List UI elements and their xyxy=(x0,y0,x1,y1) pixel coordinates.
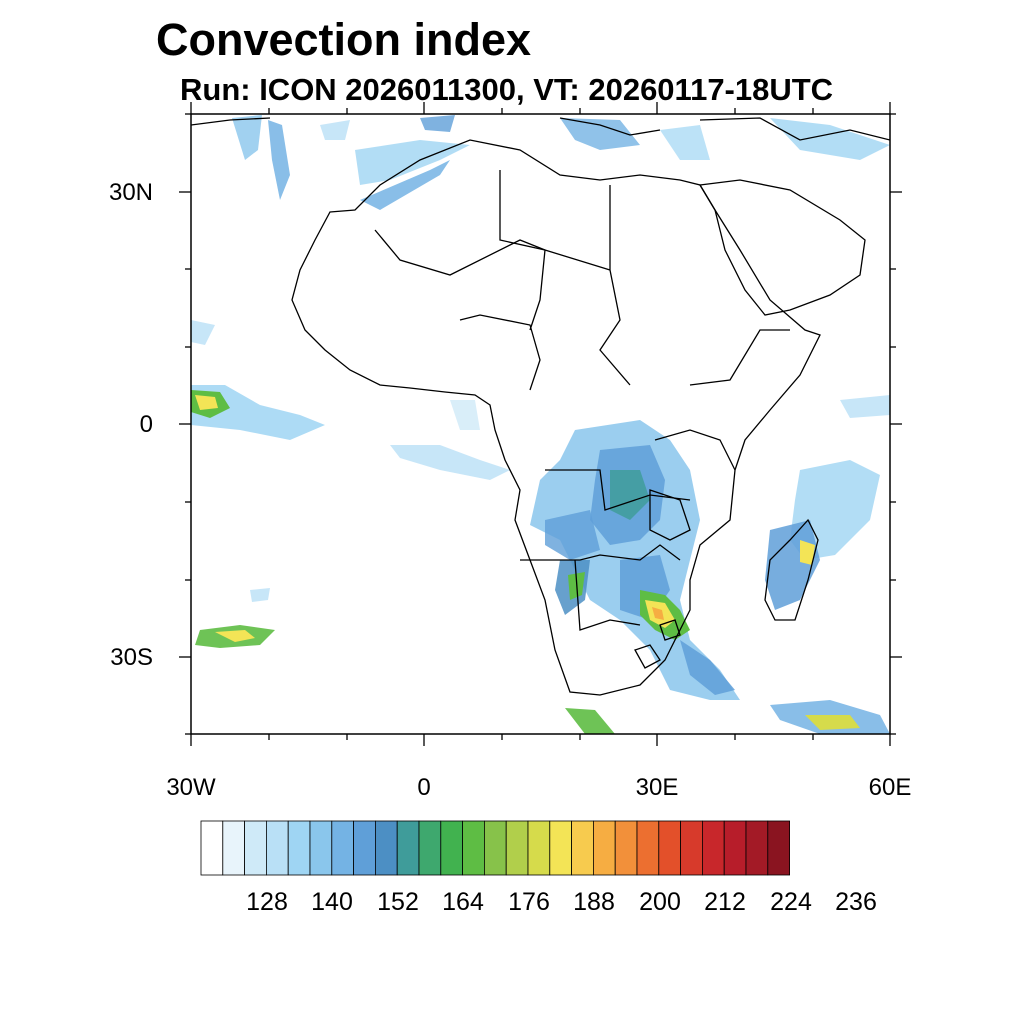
colorbar-box xyxy=(571,820,594,876)
colorbar-box xyxy=(309,820,333,876)
colorbar-box xyxy=(222,820,246,876)
colorbar-box xyxy=(505,820,529,876)
colorbar-label: 212 xyxy=(704,888,746,916)
colorbar-box xyxy=(265,820,289,876)
colorbar-box xyxy=(614,820,638,876)
colorbar-box xyxy=(483,820,507,876)
colorbar-label: 152 xyxy=(377,888,419,916)
colorbar-box xyxy=(549,820,572,876)
lat-tick-marks xyxy=(179,113,902,735)
colorbar-box xyxy=(636,820,660,876)
colorbar-box xyxy=(353,820,376,876)
colorbar xyxy=(200,820,790,876)
colorbar-label: 140 xyxy=(311,888,353,916)
lon-label-30e: 30E xyxy=(635,774,679,801)
colorbar-box xyxy=(418,820,442,876)
plot-title: Convection index xyxy=(156,14,532,65)
colorbar-label: 188 xyxy=(573,888,615,916)
colorbar-label: 224 xyxy=(770,888,812,916)
colorbar-box xyxy=(440,820,463,876)
colorbar-box xyxy=(244,820,267,876)
plot-subtitle: Run: ICON 2026011300, VT: 20260117-18UTC xyxy=(180,72,834,107)
colorbar-box xyxy=(680,820,703,876)
colorbar-label: 200 xyxy=(639,888,681,916)
colorbar-box xyxy=(767,820,790,876)
colorbar-box xyxy=(200,820,224,876)
colorbar-box xyxy=(593,820,616,876)
lat-label-30s: 30S xyxy=(110,644,153,671)
colorbar-box xyxy=(331,820,354,876)
convection-field xyxy=(191,115,890,734)
colorbar-label: 176 xyxy=(508,888,550,916)
colorbar-box xyxy=(287,820,311,876)
lat-label-30n: 30N xyxy=(108,179,153,206)
colorbar-label: 164 xyxy=(442,888,484,916)
colorbar-box xyxy=(745,820,769,876)
colorbar-box xyxy=(462,820,485,876)
colorbar-box xyxy=(527,820,551,876)
lon-label-60e: 60E xyxy=(868,774,912,801)
colorbar-box xyxy=(396,820,420,876)
lon-label-30w: 30W xyxy=(166,774,216,801)
colorbar-box xyxy=(658,820,681,876)
lon-label-0: 0 xyxy=(417,774,431,801)
lat-label-0: 0 xyxy=(139,411,153,438)
colorbar-box xyxy=(702,820,725,876)
colorbar-label: 128 xyxy=(246,888,288,916)
coastlines-and-borders xyxy=(191,117,890,696)
colorbar-label: 236 xyxy=(835,888,877,916)
lon-tick-marks xyxy=(190,102,891,746)
colorbar-box xyxy=(374,820,398,876)
colorbar-box xyxy=(723,820,747,876)
